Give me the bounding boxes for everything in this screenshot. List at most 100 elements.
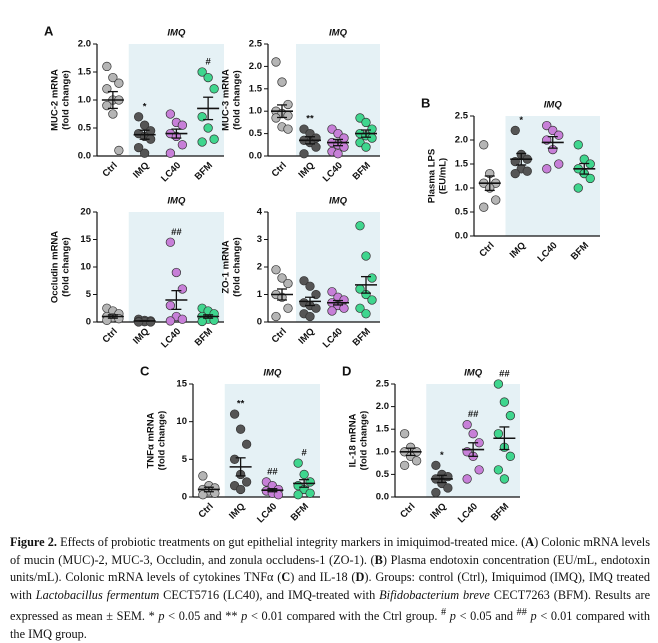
data-point: [355, 303, 365, 313]
data-point: [209, 315, 219, 326]
data-point: [499, 397, 510, 407]
y-tick-label: 1.0: [455, 183, 468, 194]
data-point: [165, 148, 176, 158]
data-point: [133, 317, 144, 327]
data-point: [431, 460, 441, 471]
y-tick-label: 0.5: [78, 123, 92, 134]
data-point: [554, 130, 564, 140]
data-point: [510, 125, 520, 136]
y-tick-label: 1.0: [376, 446, 389, 457]
y-tick-label: 1.5: [78, 67, 92, 78]
data-point: [311, 142, 321, 152]
data-point: [165, 109, 176, 119]
caption-text: Figure 2.: [10, 535, 57, 549]
data-point: [229, 454, 240, 464]
caption-text: A: [525, 535, 535, 549]
data-point: [548, 125, 558, 136]
data-point: [339, 142, 349, 152]
x-tick-label: IMQ: [428, 501, 448, 521]
x-tick-label: LC40: [255, 501, 279, 525]
data-point: [361, 117, 371, 128]
data-point: [203, 123, 213, 133]
data-point: [165, 316, 176, 326]
data-point: [277, 77, 287, 87]
caption-text: p: [446, 609, 456, 624]
data-point: [355, 221, 365, 231]
data-point: [411, 456, 422, 466]
data-point: [293, 490, 303, 500]
caption-text: Effects of probiotic treatments on gut e…: [56, 535, 526, 549]
significance: **: [306, 114, 314, 125]
data-point: [102, 315, 112, 326]
y-axis-label: (fold change): [232, 70, 243, 130]
data-point: [499, 474, 510, 484]
y-axis-label: (EU/mL): [438, 158, 449, 194]
data-point: [139, 120, 150, 130]
data-point: [462, 474, 472, 484]
y-axis-label: MUC-3 mRNA: [221, 69, 232, 131]
data-point: [542, 164, 552, 174]
data-point: [367, 124, 377, 134]
x-tick-label: BFM: [351, 326, 373, 348]
data-point: [305, 311, 315, 322]
caption-text: ) Plasma endotoxin concentration (EU/mL,…: [10, 552, 650, 585]
y-tick-label: 0.0: [78, 151, 91, 162]
data-point: [305, 488, 315, 498]
y-axis-label: (fold change): [157, 411, 168, 471]
data-point: [399, 429, 410, 439]
y-tick-label: 15: [176, 379, 187, 390]
caption-text: < 0.01 compared with the Ctrl group.: [247, 609, 442, 624]
data-point: [474, 465, 484, 475]
data-point: [114, 145, 124, 156]
data-point: [333, 149, 343, 159]
data-point: [361, 142, 371, 152]
data-point: [198, 471, 208, 481]
y-tick-label: 2.5: [249, 39, 263, 50]
caption-text: ) and IL-18 (: [290, 570, 356, 584]
x-tick-label: IMQ: [296, 326, 316, 346]
y-tick-label: 1.5: [376, 424, 390, 435]
y-tick-label: 3: [257, 234, 262, 245]
data-point: [339, 303, 349, 313]
panel-title: IMQ: [329, 196, 348, 207]
data-point: [139, 148, 150, 158]
x-tick-label: IMQ: [227, 501, 247, 521]
data-point: [203, 72, 213, 83]
data-point: [339, 133, 349, 143]
data-point: [165, 237, 176, 247]
data-point: [271, 57, 281, 67]
x-tick-label: Ctrl: [100, 160, 119, 179]
x-tick-label: LC40: [159, 160, 183, 184]
data-point: [573, 183, 583, 193]
y-axis-label: TNFα mRNA: [146, 412, 157, 468]
y-tick-label: 4: [257, 207, 263, 218]
significance: **: [237, 399, 245, 410]
x-tick-label: Ctrl: [196, 501, 215, 520]
x-tick-label: IMQ: [131, 160, 151, 180]
data-point: [493, 465, 504, 475]
data-point: [305, 477, 315, 487]
data-point: [493, 379, 504, 389]
data-point: [299, 276, 309, 286]
data-point: [361, 309, 371, 319]
y-axis-label: (fold change): [232, 237, 243, 297]
x-tick-label: Ctrl: [477, 240, 496, 259]
panel-title: IMQ: [167, 28, 186, 39]
y-tick-label: 2.5: [376, 379, 390, 390]
panel-title: IMQ: [263, 368, 282, 379]
data-point: [165, 300, 176, 311]
data-point: [133, 112, 144, 122]
y-tick-label: 10: [80, 262, 91, 273]
significance: *: [440, 450, 444, 461]
data-point: [271, 265, 281, 275]
y-tick-label: 1.0: [78, 95, 91, 106]
data-point: [431, 487, 441, 498]
caption-text: < 0.05 and **: [164, 609, 242, 624]
y-tick-label: 2.0: [455, 135, 468, 146]
x-tick-label: Ctrl: [270, 326, 289, 345]
data-point: [299, 469, 309, 480]
data-point: [468, 429, 478, 439]
data-point: [479, 202, 489, 212]
